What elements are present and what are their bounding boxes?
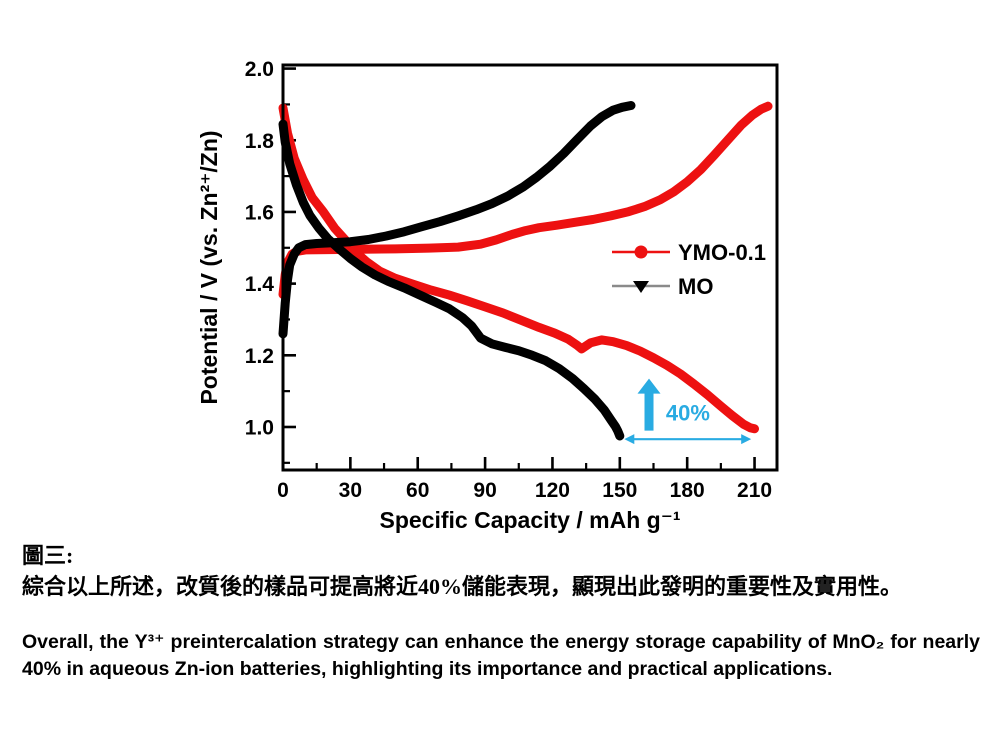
x-tick-label: 180	[670, 479, 705, 502]
y-tick-label: 1.8	[245, 130, 275, 153]
series-mo-discharge	[278, 119, 625, 441]
chart-area: 0 30 60 90 120 150 180 210 1.0 1.2 1.4 1.6 1.8 2.0 Spe…	[195, 38, 805, 538]
y-tick-label: 1.6	[245, 201, 274, 224]
span-arrow-right-head	[741, 434, 752, 445]
x-axis-label: Specific Capacity / mAh g⁻¹	[380, 507, 681, 533]
x-tick-label: 90	[473, 479, 496, 502]
series-mo-charge	[278, 101, 636, 339]
x-tick-label: 30	[339, 479, 362, 502]
x-tick-label: 120	[535, 479, 570, 502]
y-tick-label: 1.4	[245, 273, 275, 296]
x-tick-label: 150	[602, 479, 637, 502]
series-ymo-0-1-charge	[278, 101, 773, 299]
y-axis-label: Potential / V (vs. Zn²⁺/Zn)	[196, 130, 222, 404]
caption-english: Overall, the Y³⁺ preintercalation strate…	[22, 631, 980, 680]
caption-zh-body: 綜合以上所述，改質後的樣品可提高將近40%儲能表現，顯現出此發明的重要性及實用性…	[22, 574, 903, 599]
up-arrow-icon	[637, 378, 661, 431]
y-tick-label: 2.0	[245, 58, 274, 81]
y-tick-label: 1.2	[245, 345, 274, 368]
charge-discharge-chart: 0 30 60 90 120 150 180 210 1.0 1.2 1.4 1.6 1.8 2.0 Spe…	[196, 58, 779, 533]
x-tick-label: 0	[277, 479, 289, 502]
series-ymo-0-1-discharge	[278, 103, 759, 434]
y-tick-label: 1.0	[245, 416, 274, 439]
legend-label-mo: MO	[678, 274, 713, 299]
legend-label-ymo-0-1: YMO-0.1	[678, 240, 766, 265]
caption-chinese: 圖三: 綜合以上所述，改質後的樣品可提高將近40%儲能表現，顯現出此發明的重要性…	[22, 540, 980, 602]
percent-gain-label: 40%	[666, 401, 710, 426]
plot-frame	[281, 63, 779, 472]
legend-marker-circle	[634, 245, 648, 259]
legend-marker-triangle-down	[633, 281, 649, 293]
x-tick-label: 60	[406, 479, 429, 502]
x-tick-label: 210	[737, 479, 772, 502]
span-arrow-left-head	[624, 434, 635, 445]
caption-zh-title: 圖三:	[22, 543, 74, 568]
